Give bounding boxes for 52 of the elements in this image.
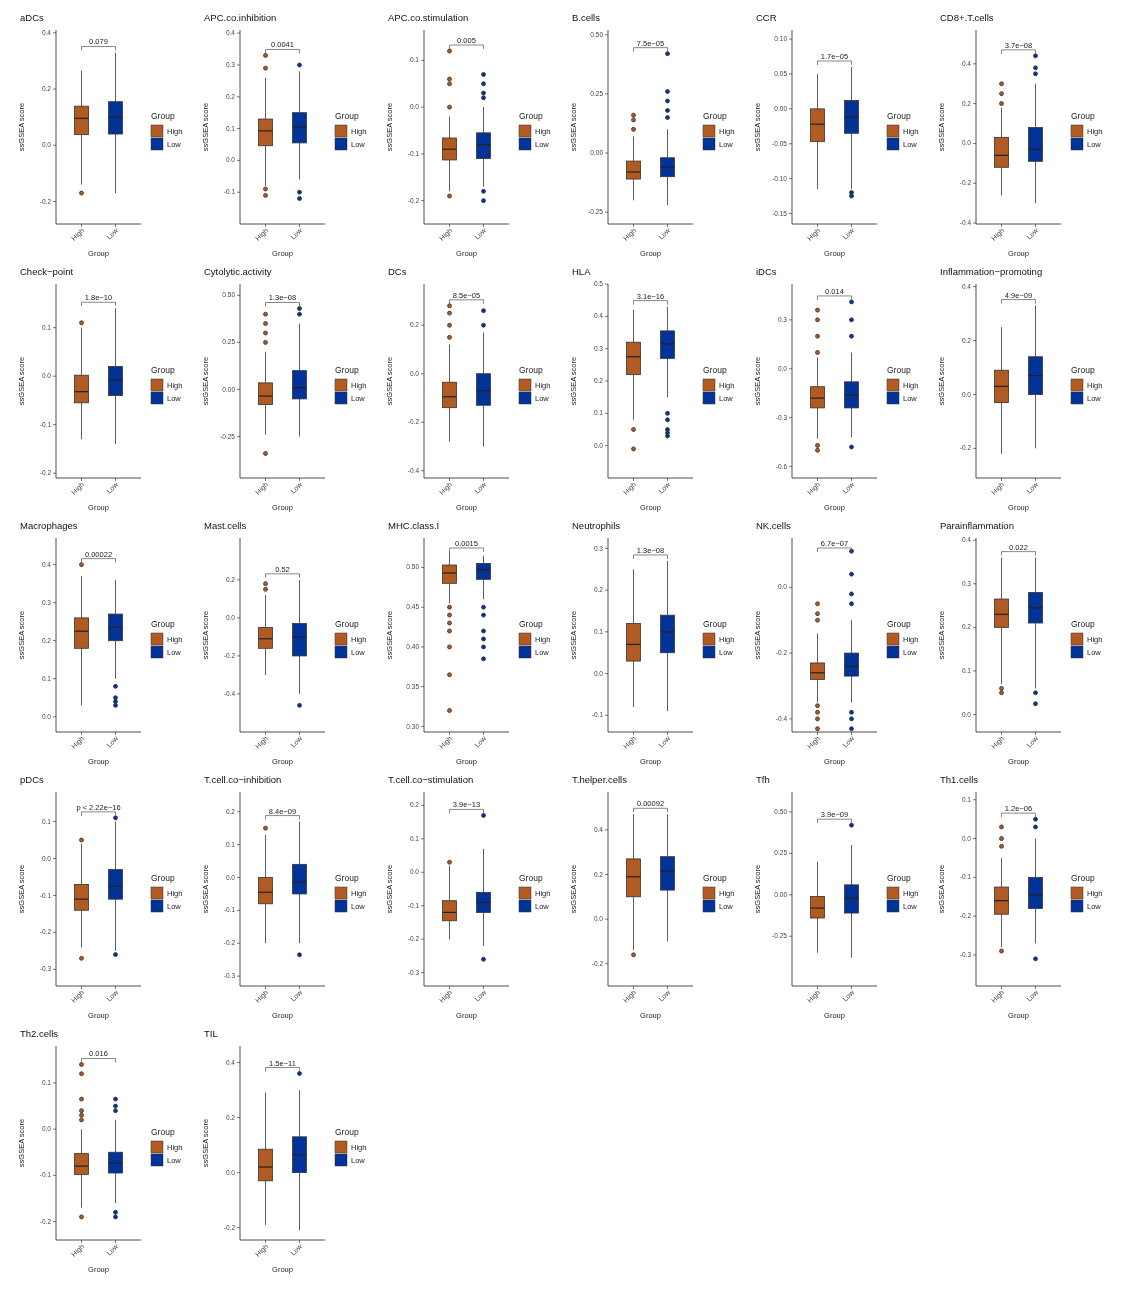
legend-title: Group: [335, 365, 359, 375]
legend-title: Group: [887, 873, 911, 883]
legend-title: Group: [519, 111, 543, 121]
legend-title: Group: [519, 619, 543, 629]
chart-title: APC.co.stimulation: [388, 12, 469, 23]
chart-title: B.cells: [572, 12, 601, 23]
legend-title: Group: [335, 873, 359, 883]
chart-title: APC.co.inhibition: [204, 12, 277, 23]
chart-title: Inflammation−promoting: [940, 266, 1043, 277]
legend-title: Group: [519, 365, 543, 375]
legend-title: Group: [1071, 619, 1095, 629]
legend-title: Group: [1071, 873, 1095, 883]
chart-title: Macrophages: [20, 520, 78, 531]
chart-title: pDCs: [20, 774, 44, 785]
chart-title: Th2.cells: [20, 1028, 59, 1039]
chart-title: T.cell.co−inhibition: [204, 774, 282, 785]
chart-title: Tfh: [756, 774, 770, 785]
legend-title: Group: [887, 111, 911, 121]
chart-title: TIL: [204, 1028, 218, 1039]
legend-title: Group: [703, 619, 727, 629]
chart-title: T.helper.cells: [572, 774, 628, 785]
legend-title: Group: [703, 873, 727, 883]
chart-title: Neutrophils: [572, 520, 621, 531]
chart-title: Mast.cells: [204, 520, 247, 531]
legend-title: Group: [887, 365, 911, 375]
legend-title: Group: [151, 873, 175, 883]
chart-title: T.cell.co−stimulation: [388, 774, 474, 785]
chart-title: aDCs: [20, 12, 44, 23]
legend-title: Group: [1071, 111, 1095, 121]
legend-title: Group: [703, 365, 727, 375]
legend-title: Group: [151, 111, 175, 121]
legend-title: Group: [887, 619, 911, 629]
chart-title: Check−point: [20, 266, 74, 277]
legend-title: Group: [335, 1127, 359, 1137]
legend-title: Group: [1071, 365, 1095, 375]
chart-title: Th1.cells: [940, 774, 979, 785]
legend-title: Group: [151, 365, 175, 375]
chart-title: CCR: [756, 12, 777, 23]
legend-title: Group: [703, 111, 727, 121]
legend-title: Group: [519, 873, 543, 883]
legend-title: Group: [335, 111, 359, 121]
chart-title: Parainflammation: [940, 520, 1014, 531]
legend-title: Group: [151, 619, 175, 629]
chart-title: HLA: [572, 266, 592, 277]
chart-title: DCs: [388, 266, 407, 277]
chart-title: NK.cells: [756, 520, 792, 531]
legend-title: Group: [335, 619, 359, 629]
legend-title: Group: [151, 1127, 175, 1137]
chart-title: iDCs: [756, 266, 777, 277]
chart-title: Cytolytic.activity: [204, 266, 272, 277]
chart-title: CD8+.T.cells: [940, 12, 994, 23]
chart-title: MHC.class.I: [388, 520, 440, 531]
